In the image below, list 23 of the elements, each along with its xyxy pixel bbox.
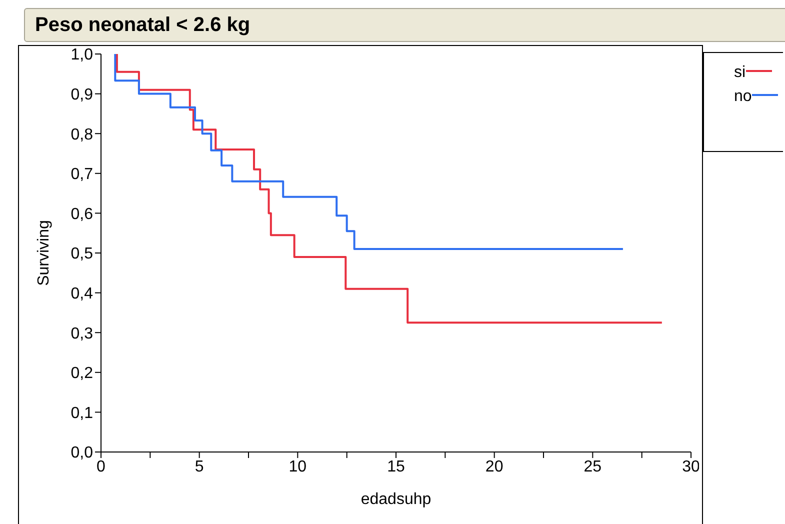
legend-label: si	[734, 64, 746, 82]
y-tick-label: 1,0	[70, 46, 94, 64]
x-tick-label: 5	[194, 458, 204, 476]
y-tick-label: 0,1	[70, 404, 94, 422]
x-tick-label: 15	[387, 458, 405, 476]
y-tick-label: 0,5	[70, 246, 94, 263]
x-tick-label: 25	[584, 458, 602, 476]
y-tick-label: 0,7	[70, 166, 94, 184]
x-tick-label: 30	[682, 458, 700, 476]
x-tick-label: 10	[288, 458, 307, 476]
y-tick-label: 0,9	[70, 86, 94, 104]
y-tick-label: 0,3	[70, 325, 94, 342]
y-tick-label: 0,8	[70, 126, 94, 144]
y-tick-label: 0,4	[70, 285, 94, 302]
y-tick-label: 0,2	[70, 365, 94, 382]
x-tick-label: 0	[96, 458, 106, 476]
x-tick-label: 20	[485, 458, 504, 476]
chart-title: Peso neonatal < 2.6 kg	[24, 8, 785, 42]
y-tick-label: 0,0	[70, 444, 94, 462]
legend-label: no	[734, 88, 752, 106]
y-tick-label: 0,6	[70, 206, 94, 223]
x-axis-title: edadsuhp	[360, 491, 432, 508]
y-axis-title: Surviving	[36, 220, 53, 286]
